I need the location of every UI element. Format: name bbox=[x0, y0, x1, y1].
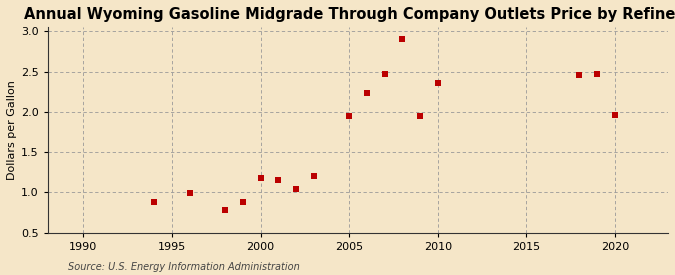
Title: Annual Wyoming Gasoline Midgrade Through Company Outlets Price by Refiners: Annual Wyoming Gasoline Midgrade Through… bbox=[24, 7, 675, 22]
Point bbox=[432, 81, 443, 85]
Point bbox=[255, 176, 266, 180]
Point bbox=[290, 187, 301, 191]
Point bbox=[397, 37, 408, 42]
Point bbox=[574, 73, 585, 77]
Y-axis label: Dollars per Gallon: Dollars per Gallon bbox=[7, 80, 17, 180]
Point bbox=[610, 113, 620, 117]
Point bbox=[148, 200, 159, 204]
Point bbox=[184, 191, 195, 195]
Point bbox=[273, 178, 284, 182]
Point bbox=[308, 174, 319, 178]
Point bbox=[344, 114, 354, 118]
Point bbox=[379, 72, 390, 76]
Point bbox=[219, 208, 230, 212]
Text: Source: U.S. Energy Information Administration: Source: U.S. Energy Information Administ… bbox=[68, 262, 299, 272]
Point bbox=[414, 114, 425, 118]
Point bbox=[238, 200, 248, 204]
Point bbox=[592, 72, 603, 76]
Point bbox=[361, 91, 372, 95]
